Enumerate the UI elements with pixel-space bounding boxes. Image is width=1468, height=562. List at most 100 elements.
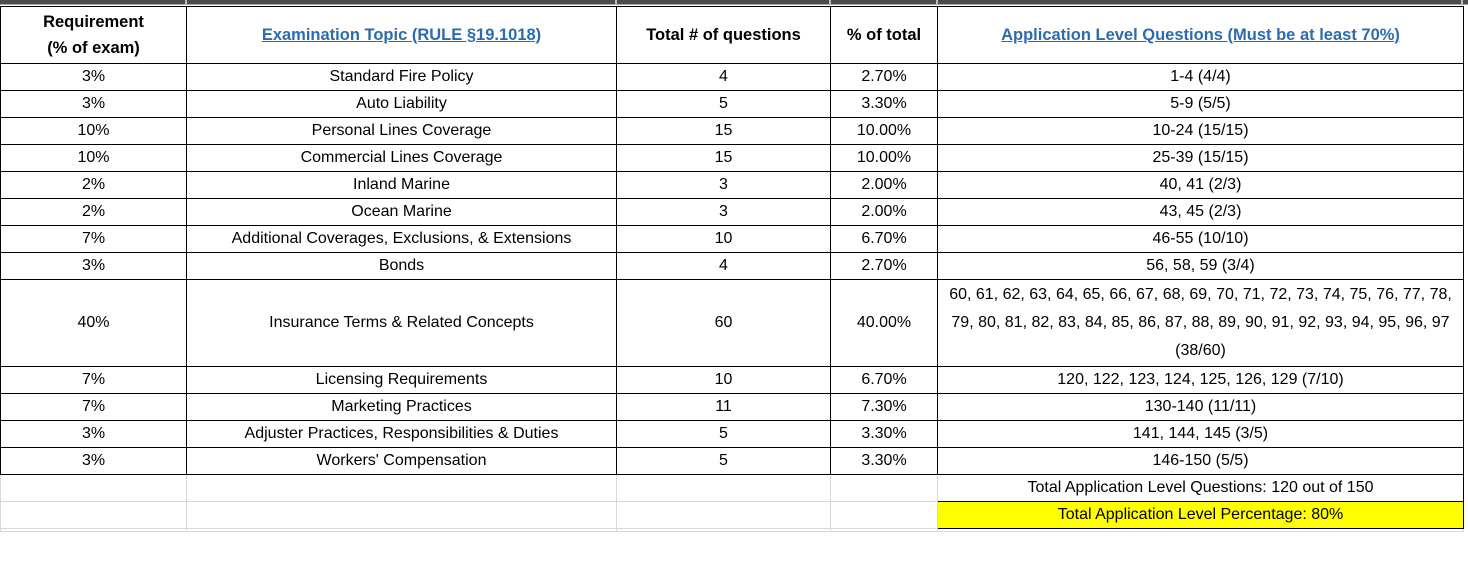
cell-requirement: 2%	[0, 171, 187, 199]
table-row: 3% Auto Liability 5 3.30% 5-9 (5/5)	[0, 90, 1464, 118]
table-row: 10% Commercial Lines Coverage 15 10.00% …	[0, 144, 1464, 172]
cell-questions: 43, 45 (2/3)	[937, 198, 1464, 226]
cell-pct: 2.00%	[830, 198, 938, 226]
cell-requirement: 40%	[0, 279, 187, 367]
cell-topic: Additional Coverages, Exclusions, & Exte…	[186, 225, 617, 253]
cell-requirement: 10%	[0, 117, 187, 145]
cell-pct: 2.70%	[830, 252, 938, 280]
cell-requirement: 3%	[0, 420, 187, 448]
cell-count: 3	[616, 171, 831, 199]
question-number-list: 60, 61, 62, 63, 64, 65, 66, 67, 68, 69, …	[949, 286, 1452, 359]
table-row: 2% Ocean Marine 3 2.00% 43, 45 (2/3)	[0, 198, 1464, 226]
cell-count: 4	[616, 252, 831, 280]
cutoff-row-above	[0, 0, 1468, 5]
empty-cell	[616, 528, 831, 532]
cell-topic: Personal Lines Coverage	[186, 117, 617, 145]
total-application-questions: Total Application Level Questions: 120 o…	[937, 474, 1464, 502]
cell-pct: 6.70%	[830, 366, 938, 394]
application-level-link[interactable]: Application Level Questions (Must be at …	[1001, 25, 1400, 44]
cell-count: 10	[616, 366, 831, 394]
cell-topic: Adjuster Practices, Responsibilities & D…	[186, 420, 617, 448]
cell-topic: Marketing Practices	[186, 393, 617, 421]
empty-cell	[830, 474, 938, 502]
empty-cell	[0, 528, 187, 532]
cell-topic: Licensing Requirements	[186, 366, 617, 394]
cell-questions: 146-150 (5/5)	[937, 447, 1464, 475]
empty-cell	[0, 501, 187, 529]
empty-cell	[830, 501, 938, 529]
totals-row-questions: Total Application Level Questions: 120 o…	[0, 474, 1464, 502]
cell-topic: Auto Liability	[186, 90, 617, 118]
cell-requirement: 10%	[0, 144, 187, 172]
cell-questions: 56, 58, 59 (3/4)	[937, 252, 1464, 280]
examination-topic-link[interactable]: Examination Topic (RULE §19.1018)	[261, 25, 542, 44]
totals-row-percentage: Total Application Level Percentage: 80%	[0, 501, 1464, 529]
table-row: 7% Licensing Requirements 10 6.70% 120, …	[0, 366, 1464, 394]
cell-count: 5	[616, 90, 831, 118]
cell-requirement: 7%	[0, 225, 187, 253]
table-row: 3% Standard Fire Policy 4 2.70% 1-4 (4/4…	[0, 63, 1464, 91]
empty-cell	[186, 528, 617, 532]
cell-requirement: 2%	[0, 198, 187, 226]
cell-count: 5	[616, 420, 831, 448]
cell-questions: 1-4 (4/4)	[937, 63, 1464, 91]
cell-requirement: 3%	[0, 90, 187, 118]
empty-cell	[186, 501, 617, 529]
cell-requirement: 7%	[0, 366, 187, 394]
header-application-level: Application Level Questions (Must be at …	[937, 6, 1464, 64]
gridline-separator	[1461, 0, 1463, 5]
cell-pct: 2.00%	[830, 171, 938, 199]
table-row: 7% Marketing Practices 11 7.30% 130-140 …	[0, 393, 1464, 421]
header-requirement: Requirement (% of exam)	[0, 6, 187, 64]
header-examination-topic: Examination Topic (RULE §19.1018)	[186, 6, 617, 64]
empty-cell	[830, 528, 938, 532]
cell-pct: 3.30%	[830, 90, 938, 118]
header-requirement-line1: Requirement	[43, 13, 144, 31]
header-total-questions: Total # of questions	[616, 6, 831, 64]
table-row: 40% Insurance Terms & Related Concepts 6…	[0, 279, 1464, 367]
cell-count: 5	[616, 447, 831, 475]
table-row: 2% Inland Marine 3 2.00% 40, 41 (2/3)	[0, 171, 1464, 199]
header-pct-of-total: % of total	[830, 6, 938, 64]
gridline-separator	[615, 0, 617, 5]
cell-count: 3	[616, 198, 831, 226]
cell-pct: 7.30%	[830, 393, 938, 421]
cell-topic: Commercial Lines Coverage	[186, 144, 617, 172]
exam-breakdown-table: Requirement (% of exam) Examination Topi…	[0, 6, 1464, 532]
gridline-separator	[829, 0, 831, 5]
empty-cell	[186, 474, 617, 502]
cell-requirement: 3%	[0, 63, 187, 91]
cell-questions: 46-55 (10/10)	[937, 225, 1464, 253]
cell-count: 10	[616, 225, 831, 253]
table-row: 3% Workers' Compensation 5 3.30% 146-150…	[0, 447, 1464, 475]
cell-pct: 10.00%	[830, 117, 938, 145]
cutoff-row-below	[0, 528, 1464, 532]
gridline-separator	[185, 0, 187, 5]
cell-pct: 3.30%	[830, 420, 938, 448]
header-requirement-line2: (% of exam)	[47, 39, 140, 57]
cell-requirement: 3%	[0, 252, 187, 280]
cell-questions: 10-24 (15/15)	[937, 117, 1464, 145]
cell-questions: 130-140 (11/11)	[937, 393, 1464, 421]
table-row: 3% Bonds 4 2.70% 56, 58, 59 (3/4)	[0, 252, 1464, 280]
cell-pct: 2.70%	[830, 63, 938, 91]
cell-requirement: 7%	[0, 393, 187, 421]
header-row: Requirement (% of exam) Examination Topi…	[0, 6, 1464, 64]
empty-cell	[937, 528, 1464, 532]
cell-count: 15	[616, 117, 831, 145]
empty-cell	[0, 474, 187, 502]
table-row: 10% Personal Lines Coverage 15 10.00% 10…	[0, 117, 1464, 145]
total-application-percentage: Total Application Level Percentage: 80%	[937, 501, 1464, 529]
cell-count: 4	[616, 63, 831, 91]
cell-topic: Inland Marine	[186, 171, 617, 199]
cell-count: 60	[616, 279, 831, 367]
cell-questions: 120, 122, 123, 124, 125, 126, 129 (7/10)	[937, 366, 1464, 394]
cell-pct: 3.30%	[830, 447, 938, 475]
cell-questions: 40, 41 (2/3)	[937, 171, 1464, 199]
cell-questions: 5-9 (5/5)	[937, 90, 1464, 118]
cell-pct: 40.00%	[830, 279, 938, 367]
cell-questions: 60, 61, 62, 63, 64, 65, 66, 67, 68, 69, …	[937, 279, 1464, 367]
cell-topic: Bonds	[186, 252, 617, 280]
cell-pct: 10.00%	[830, 144, 938, 172]
